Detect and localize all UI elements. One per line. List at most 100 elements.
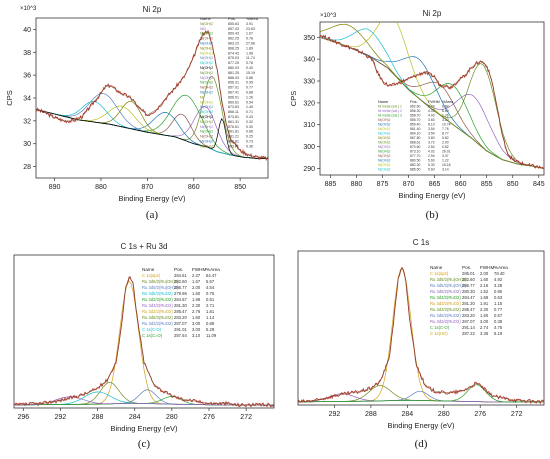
panel-caption: (b) bbox=[426, 209, 439, 221]
legend-value-cell: 5.30 bbox=[428, 163, 435, 167]
x-axis-label: Binding Energy (eV) bbox=[398, 191, 466, 200]
legend-name-cell: Ni(OH)2 bbox=[200, 71, 213, 75]
legend-name-cell: Ni(OH)2 bbox=[200, 32, 213, 36]
legend-value-cell: 855.63 bbox=[228, 22, 239, 26]
legend-value-cell: 867.41 bbox=[228, 91, 239, 95]
legend-value-cell: 883.71 bbox=[228, 144, 239, 148]
measured-data-line bbox=[36, 30, 268, 162]
y-tick-label: 340 bbox=[303, 57, 315, 64]
legend-value-cell: 1.68 bbox=[480, 295, 489, 300]
legend-value-cell: 0.86 bbox=[246, 76, 253, 80]
legend-value-cell: 0.66 bbox=[246, 130, 253, 134]
legend-value-cell: 280.30 bbox=[462, 289, 475, 294]
legend-value-cell: 287.07 bbox=[174, 321, 187, 326]
legend-name-cell: Ru 3d5/2(Ru(OH)3) bbox=[142, 285, 179, 290]
y-exponent-label: ×10^3 bbox=[320, 13, 337, 19]
legend-table: Name Pos. %Area Ni(OH)2 855.63 3.91 NiO 857.43 2… bbox=[200, 16, 259, 148]
legend-value-cell: 0.30 bbox=[246, 125, 253, 129]
legend-value-cell: 857.01 bbox=[228, 86, 239, 90]
legend-value-cell: 2.54 bbox=[428, 145, 435, 149]
legend-value-cell: 855.70 bbox=[410, 118, 420, 122]
legend-value-cell: 283.20 bbox=[174, 315, 187, 320]
y-tick-label: 320 bbox=[303, 100, 315, 107]
legend-name-cell: Ru 3d5/2(RuO2) bbox=[430, 289, 461, 294]
legend-value-cell: 3.36 bbox=[480, 331, 489, 336]
legend-name-cell: C 1s(HO) bbox=[430, 331, 448, 336]
x-tick-label: 870 bbox=[403, 181, 415, 188]
legend-name-cell: Ni(OH)2 bbox=[378, 154, 391, 158]
legend-value-cell: 2.00 bbox=[480, 271, 489, 276]
legend-value-cell: 6.69 bbox=[442, 109, 449, 113]
legend-value-cell: 860.81 bbox=[228, 140, 239, 144]
component-peak-4 bbox=[298, 384, 544, 403]
x-tick-label: 865 bbox=[429, 181, 441, 188]
legend-header: Name bbox=[200, 16, 211, 21]
legend-value-cell: 286.77 bbox=[462, 283, 475, 288]
legend-value-cell: 0.54 bbox=[246, 100, 253, 104]
legend-value-cell: 858.70 bbox=[410, 114, 420, 118]
legend-name-cell: Ni(OH)2 bbox=[200, 56, 213, 60]
x-axis-label: Binding Energy (eV) bbox=[110, 424, 178, 433]
x-tick-label: 276 bbox=[474, 411, 486, 418]
y-tick-label: 290 bbox=[303, 166, 315, 173]
legend-value-cell: 1.98 bbox=[192, 297, 201, 302]
legend-value-cell: 78.40 bbox=[494, 271, 505, 276]
y-tick-label: 30 bbox=[23, 141, 31, 148]
legend-value-cell: 1.26 bbox=[442, 114, 449, 118]
legend-value-cell: 4.05 bbox=[428, 109, 435, 113]
legend-value-cell: 15.18 bbox=[442, 163, 451, 167]
plot-frame bbox=[297, 250, 545, 406]
panel-c-c1s-ru3d: C 1s + Ru 3d 296 292 288 284 280 276 272 Binding… bbox=[0, 231, 278, 454]
legend-name-cell: Ni metal (sat.) 1 bbox=[378, 105, 402, 109]
legend-name-cell: Ni(OH)2 bbox=[200, 110, 213, 114]
chart-b-svg: Ni 2p ×10^3 885 880 875 870 865 860 855 850 845 Bin… bbox=[289, 9, 545, 221]
legend-name-cell: Ni(OH)2 bbox=[378, 123, 391, 127]
legend-value-cell: 1.60 bbox=[480, 277, 489, 282]
legend-name-cell: Ru 3d5/2(Ru(OH)3) bbox=[430, 277, 467, 282]
x-tick-label: 880 bbox=[351, 181, 363, 188]
legend-value-cell: 886.03 bbox=[228, 76, 239, 80]
legend-value-cell: 6.19 bbox=[494, 331, 503, 336]
legend-value-cell: 856.01 bbox=[228, 95, 239, 99]
legend-header: %Area bbox=[442, 100, 454, 104]
legend-value-cell: 1.96 bbox=[246, 51, 253, 55]
legend-name-cell: C 1s(C-O) bbox=[142, 327, 162, 332]
legend-value-cell: 287.22 bbox=[462, 331, 475, 336]
legend-table: Name Pos. FWHM %Area Ni metal (sat.) 1 852.60… bbox=[378, 100, 454, 172]
chart-a-svg: Ni 2p ×10^3 890 880 870 860 850 Binding Energy … bbox=[5, 5, 269, 221]
legend-name-cell: Ru 3d3/2(RuO2) bbox=[142, 321, 173, 326]
legend-name-cell: C 1s(sp3) bbox=[430, 271, 449, 276]
x-tick-label: 885 bbox=[325, 181, 337, 188]
legend-value-cell: 873.81 bbox=[228, 115, 239, 119]
legend-value-cell: 3.00 bbox=[192, 321, 201, 326]
legend-value-cell: 1.81 bbox=[206, 309, 215, 314]
legend-name-cell: Ni(OH)2 bbox=[378, 159, 391, 163]
legend-value-cell: 0.63 bbox=[494, 295, 503, 300]
legend-value-cell: 862.25 bbox=[228, 37, 239, 41]
legend-value-cell: 279.96 bbox=[174, 291, 187, 296]
legend-value-cell: 5.82 bbox=[442, 136, 449, 140]
legend-value-cell: 2.74 bbox=[480, 325, 489, 330]
legend-name-cell: Ru 3d3/2(RuO2) bbox=[142, 297, 173, 302]
legend-value-cell: 286.77 bbox=[174, 285, 187, 290]
legend-name-cell: Ni(OH)2 bbox=[378, 168, 391, 172]
legend-value-cell: 281.30 bbox=[462, 301, 475, 306]
legend-value-cell: 861.31 bbox=[228, 120, 239, 124]
legend-value-cell: 875.03 bbox=[228, 56, 239, 60]
legend-value-cell: 863.23 bbox=[228, 42, 239, 46]
legend-value-cell: 0.95 bbox=[494, 289, 503, 294]
legend-value-cell: 856.31 bbox=[228, 81, 239, 85]
legend-value-cell: 1.89 bbox=[246, 46, 253, 50]
legend-value-cell: 867.80 bbox=[410, 136, 420, 140]
plot-frame bbox=[13, 254, 275, 409]
legend-value-cell: 3.54 bbox=[428, 132, 435, 136]
legend-value-cell: 64.47 bbox=[206, 273, 217, 278]
component-peak-7 bbox=[320, 23, 544, 169]
panel-d-c1s: C 1s 292 288 284 280 276 272 Binding Energy (eV… bbox=[282, 231, 550, 454]
legend-header: FWHM bbox=[428, 100, 440, 104]
legend-value-cell: 283.20 bbox=[462, 313, 475, 318]
y-tick-label: 350 bbox=[303, 35, 315, 42]
plot-area bbox=[14, 275, 274, 408]
legend-table: Name Pos. FWHM %Area C 1s(sp3) 285.01 2.00 78.4… bbox=[430, 265, 508, 336]
legend-name-cell: Ni(OH)2 bbox=[200, 91, 213, 95]
